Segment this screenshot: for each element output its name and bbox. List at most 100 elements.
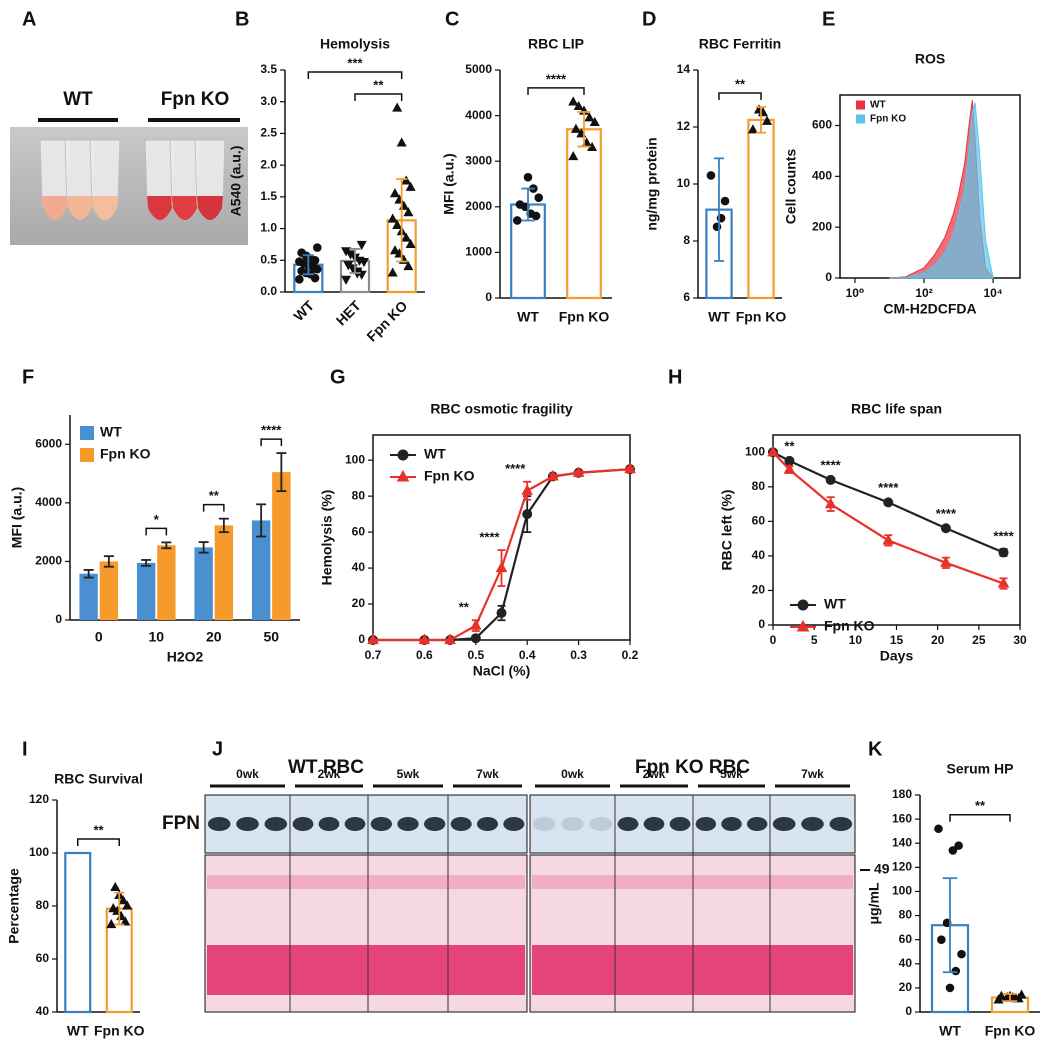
data-point [295, 257, 304, 266]
y-tick-label: 60 [752, 514, 766, 528]
data-point [122, 900, 133, 910]
size-marker: 49 [874, 861, 890, 877]
y-tick-label: 0 [905, 1004, 912, 1018]
significance-label: *** [347, 55, 363, 70]
legend-label: WT [870, 100, 886, 111]
significance-label: **** [505, 461, 526, 476]
data-point [470, 619, 482, 630]
significance-bracket [202, 503, 225, 512]
bar [79, 573, 98, 620]
legend-label: Fpn KO [100, 446, 151, 462]
blot-group-label: WT RBC [288, 757, 364, 778]
y-axis-label: RBC left (%) [719, 490, 735, 571]
bar [251, 520, 271, 620]
y-tick-label: 20 [352, 596, 366, 610]
fpn-band [801, 817, 824, 831]
timepoint-label: 5wk [720, 767, 743, 781]
y-axis-label: MFI (a.u.) [9, 487, 25, 548]
bar [157, 545, 176, 620]
y-tick-label: 80 [352, 488, 366, 502]
bar [194, 547, 213, 620]
y-tick-label: 8 [683, 233, 690, 247]
y-axis-label: Cell counts [783, 149, 799, 225]
liquid [172, 196, 198, 220]
significance-label: **** [936, 506, 957, 521]
data-point [401, 232, 412, 242]
liquid [147, 196, 173, 220]
histogram-area [889, 102, 994, 279]
data-point [341, 275, 352, 285]
liquid [42, 196, 68, 220]
timepoint-label: 7wk [476, 767, 499, 781]
x-tick-label: 10 [849, 633, 863, 647]
bar [64, 851, 92, 1014]
data-point [403, 207, 414, 217]
chart-title: Hemolysis [320, 36, 390, 52]
data-point [1016, 989, 1027, 999]
y-tick-label: 180 [892, 787, 912, 801]
y-tick-label: 3000 [465, 153, 492, 167]
bar [136, 562, 156, 620]
fpn-band [695, 817, 717, 831]
data-point [996, 990, 1007, 1000]
data-point [951, 966, 961, 976]
x-tick-label: 0.3 [570, 648, 587, 662]
data-point [444, 633, 456, 645]
data-point [389, 245, 400, 255]
photo-label: WT [63, 89, 93, 110]
y-tick-label: 60 [899, 932, 913, 946]
data-point [706, 171, 716, 180]
significance-label: ** [93, 822, 104, 837]
y-tick-label: 4000 [465, 108, 492, 122]
data-point [572, 466, 585, 477]
y-tick-label: 3.5 [260, 62, 277, 76]
y-axis-label: Hemolysis (%) [319, 490, 335, 586]
x-tick-label: 0.6 [416, 648, 433, 662]
significance-label: ** [784, 439, 795, 454]
y-tick-label: 10 [677, 176, 691, 190]
significance-bracket [718, 92, 762, 101]
data-point [470, 633, 481, 644]
fpn-band [370, 817, 393, 831]
data-point [405, 181, 416, 191]
panel-label: E [822, 8, 835, 30]
liquid [197, 196, 223, 220]
timepoint-label: 5wk [397, 767, 420, 781]
series-line [772, 451, 1004, 585]
bar [99, 561, 119, 620]
fpn-band [397, 817, 419, 831]
x-tick-label: Fpn KO [736, 309, 787, 325]
legend-swatch [80, 426, 94, 440]
x-tick-label: 0 [95, 629, 103, 645]
band-label: FPN [162, 813, 200, 834]
y-tick-label: 0 [825, 270, 832, 284]
data-point [515, 200, 525, 209]
data-point [945, 983, 955, 993]
data-point [783, 463, 796, 474]
y-tick-label: 100 [745, 444, 765, 458]
fpn-band [721, 817, 742, 831]
x-tick-label: 20 [206, 629, 222, 645]
data-point [521, 484, 533, 495]
x-tick-label: WT [517, 309, 539, 325]
y-tick-label: 1000 [465, 245, 492, 259]
significance-label: **** [821, 458, 842, 473]
significance-label: **** [546, 71, 567, 86]
data-point [312, 243, 322, 252]
y-tick-label: 0.0 [260, 284, 277, 298]
legend-swatch [856, 114, 865, 124]
x-tick-label: 0.4 [519, 648, 536, 662]
x-axis-label: CM-H2DCFDA [883, 301, 976, 317]
data-point [570, 123, 581, 133]
data-point [720, 196, 730, 206]
y-tick-label: 80 [899, 908, 913, 922]
x-tick-label: 10⁰ [846, 286, 865, 300]
data-point [295, 275, 304, 284]
x-axis-label: NaCl (%) [473, 663, 531, 679]
data-point [589, 116, 600, 126]
y-tick-label: 80 [36, 898, 50, 912]
x-tick-label: WT [67, 1023, 89, 1039]
legend-swatch [856, 100, 865, 110]
bar [214, 525, 234, 620]
fpn-band [772, 817, 796, 831]
